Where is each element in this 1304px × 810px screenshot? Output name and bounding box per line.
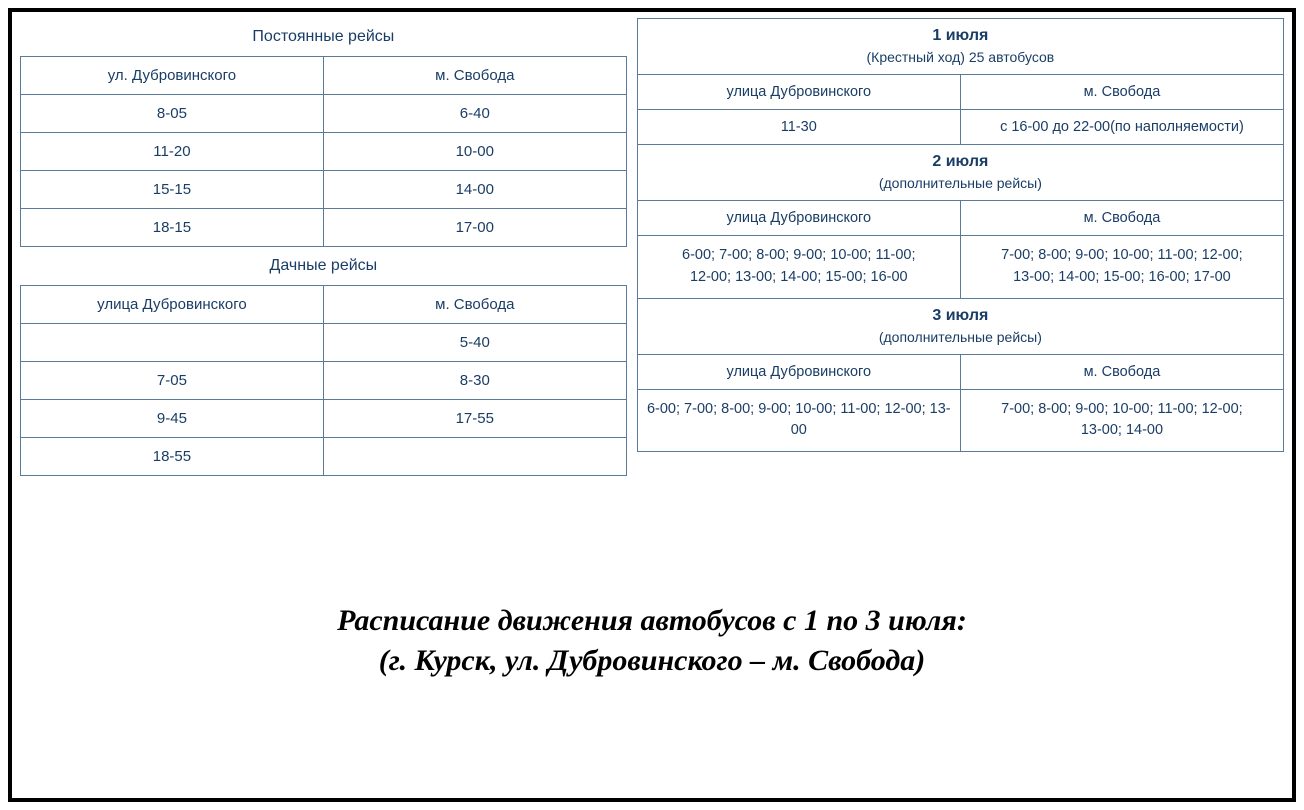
date-sub: (дополнительные рейсы) [879, 329, 1042, 345]
date-header-cell: 2 июля (дополнительные рейсы) [637, 145, 1283, 201]
cell: с 16-00 до 22-00(по наполняемости) [960, 110, 1283, 145]
cell: 7-05 [21, 362, 324, 400]
cell: 9-45 [21, 400, 324, 438]
date-label: 2 июля [644, 153, 1277, 171]
outer-frame: Постоянные рейсы ул. Дубровинского м. Св… [8, 8, 1296, 802]
cell: 6-00; 7-00; 8-00; 9-00; 10-00; 11-00; 12… [637, 236, 960, 299]
cell: 18-55 [21, 438, 324, 476]
cell: 8-30 [323, 362, 626, 400]
cell: 17-55 [323, 400, 626, 438]
section-title-label: Дачные рейсы [21, 247, 627, 286]
col-header: улица Дубровинского [637, 354, 960, 389]
date-header-cell: 1 июля (Крестный ход) 25 автобусов [637, 19, 1283, 75]
table-header-row: улица Дубровинского м. Свобода [637, 354, 1283, 389]
cell: 5-40 [323, 324, 626, 362]
footer-title: Расписание движения автобусов с 1 по 3 и… [20, 476, 1284, 788]
cell: 15-15 [21, 171, 324, 209]
date-sub: (Крестный ход) 25 автобусов [867, 49, 1055, 65]
table-row: 15-1514-00 [21, 171, 627, 209]
cell: 10-00 [323, 133, 626, 171]
col-header: ул. Дубровинского [21, 57, 324, 95]
cell-line: 13-00; 14-00 [1081, 422, 1163, 438]
cell-line: 6-00; 7-00; 8-00; 9-00; 10-00; 11-00; 12… [647, 401, 951, 439]
cell: 6-00; 7-00; 8-00; 9-00; 10-00; 11-00; 12… [637, 389, 960, 452]
cell-line: 12-00; 13-00; 14-00; 15-00; 16-00 [690, 269, 908, 285]
section-title-label: Постоянные рейсы [21, 18, 627, 57]
col-header: м. Свобода [960, 354, 1283, 389]
date-header-3: 3 июля (дополнительные рейсы) [637, 298, 1283, 354]
cell: 7-00; 8-00; 9-00; 10-00; 11-00; 12-00; 1… [960, 236, 1283, 299]
table-row: 6-00; 7-00; 8-00; 9-00; 10-00; 11-00; 12… [637, 236, 1283, 299]
date-header-1: 1 июля (Крестный ход) 25 автобусов [637, 19, 1283, 75]
table-row: 6-00; 7-00; 8-00; 9-00; 10-00; 11-00; 12… [637, 389, 1283, 452]
date-header-2: 2 июля (дополнительные рейсы) [637, 145, 1283, 201]
table-row: 18-1517-00 [21, 209, 627, 247]
left-table: Постоянные рейсы ул. Дубровинского м. Св… [20, 18, 627, 476]
date-label: 3 июля [644, 307, 1277, 325]
right-column: 1 июля (Крестный ход) 25 автобусов улица… [637, 18, 1284, 476]
cell: 11-20 [21, 133, 324, 171]
date-label: 1 июля [644, 27, 1277, 45]
table-row: 8-056-40 [21, 95, 627, 133]
table-row: 9-4517-55 [21, 400, 627, 438]
cell [323, 438, 626, 476]
cell-line: 7-00; 8-00; 9-00; 10-00; 11-00; 12-00; [1001, 401, 1243, 417]
section-title-regular: Постоянные рейсы [21, 18, 627, 57]
cell-line: 6-00; 7-00; 8-00; 9-00; 10-00; 11-00; [682, 247, 916, 263]
section-title-dacha: Дачные рейсы [21, 247, 627, 286]
left-column: Постоянные рейсы ул. Дубровинского м. Св… [20, 18, 627, 476]
columns-wrapper: Постоянные рейсы ул. Дубровинского м. Св… [20, 18, 1284, 476]
col-header: м. Свобода [960, 201, 1283, 236]
cell: 17-00 [323, 209, 626, 247]
cell: 11-30 [637, 110, 960, 145]
table-header-row: улица Дубровинского м. Свобода [21, 286, 627, 324]
col-header: улица Дубровинского [21, 286, 324, 324]
cell: 14-00 [323, 171, 626, 209]
table-header-row: улица Дубровинского м. Свобода [637, 75, 1283, 110]
col-header: м. Свобода [323, 286, 626, 324]
cell-line: 7-00; 8-00; 9-00; 10-00; 11-00; 12-00; [1001, 247, 1243, 263]
table-header-row: ул. Дубровинского м. Свобода [21, 57, 627, 95]
footer-line-2: (г. Курск, ул. Дубровинского – м. Свобод… [379, 641, 925, 682]
col-header: улица Дубровинского [637, 75, 960, 110]
col-header: м. Свобода [960, 75, 1283, 110]
cell: 6-40 [323, 95, 626, 133]
cell: 7-00; 8-00; 9-00; 10-00; 11-00; 12-00; 1… [960, 389, 1283, 452]
date-header-cell: 3 июля (дополнительные рейсы) [637, 298, 1283, 354]
cell [21, 324, 324, 362]
cell: 18-15 [21, 209, 324, 247]
table-row: 11-30 с 16-00 до 22-00(по наполняемости) [637, 110, 1283, 145]
table-row: 7-058-30 [21, 362, 627, 400]
col-header: улица Дубровинского [637, 201, 960, 236]
date-sub: (дополнительные рейсы) [879, 175, 1042, 191]
cell-line: 13-00; 14-00; 15-00; 16-00; 17-00 [1013, 269, 1231, 285]
table-row: 5-40 [21, 324, 627, 362]
col-header: м. Свобода [323, 57, 626, 95]
cell: 8-05 [21, 95, 324, 133]
table-row: 11-2010-00 [21, 133, 627, 171]
footer-line-1: Расписание движения автобусов с 1 по 3 и… [337, 601, 967, 642]
table-header-row: улица Дубровинского м. Свобода [637, 201, 1283, 236]
table-row: 18-55 [21, 438, 627, 476]
right-table: 1 июля (Крестный ход) 25 автобусов улица… [637, 18, 1284, 452]
